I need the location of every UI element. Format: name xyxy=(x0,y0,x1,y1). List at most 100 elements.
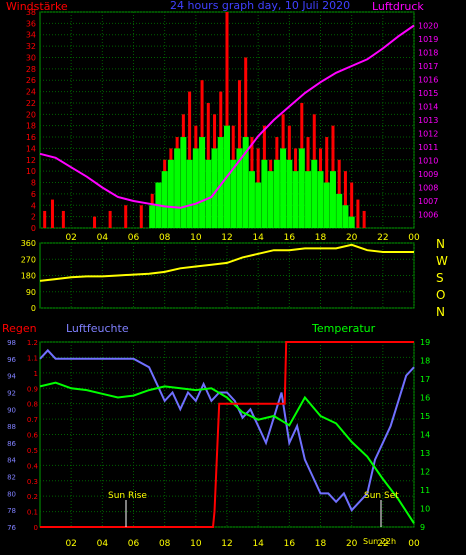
sunset-label: Sun Set xyxy=(364,491,399,501)
gust-bar xyxy=(93,216,97,228)
wind-y-tick: 2 xyxy=(31,213,36,222)
pressure-y-tick: 1012 xyxy=(418,130,438,139)
pressure-y-tick: 1010 xyxy=(418,157,438,166)
humidity-y-tick: 80 xyxy=(7,490,16,498)
x-tick-label: 04 xyxy=(97,233,109,243)
pressure-axis-label: Luftdruck xyxy=(372,0,424,13)
rain-y-tick: 0.4 xyxy=(27,462,39,470)
direction-y-tick: 360 xyxy=(21,239,36,248)
humidity-line xyxy=(39,348,415,512)
rain-y-tick: 0.7 xyxy=(27,416,38,424)
average-bar xyxy=(167,159,174,228)
wind-y-tick: 16 xyxy=(26,133,36,142)
pressure-y-ticks: 1006 1007 1008 1009 1010 1011 1012 1013 1014 1015… xyxy=(418,22,438,220)
x-tick-label: 20 xyxy=(346,539,358,549)
gust-bar xyxy=(61,210,65,228)
average-bar xyxy=(230,159,237,228)
average-bar xyxy=(261,159,268,228)
rain-y-tick: 0.1 xyxy=(27,509,38,517)
humidity-y-tick: 88 xyxy=(7,423,16,431)
humidity-y-tick: 76 xyxy=(7,524,16,532)
x-tick-label: 22 xyxy=(377,539,388,549)
average-bar xyxy=(242,137,249,228)
wind-y-tick: 24 xyxy=(26,88,36,97)
direction-grid xyxy=(40,242,415,309)
pressure-y-tick: 1018 xyxy=(418,49,438,58)
humidity-y-ticks: 76 78 80 82 84 86 88 90 92 94 96 98 xyxy=(7,339,16,532)
pressure-y-tick: 1017 xyxy=(418,62,438,71)
x-tick-label: 14 xyxy=(252,233,264,243)
rain-y-tick: 0.6 xyxy=(27,432,39,440)
pressure-y-tick: 1014 xyxy=(418,103,438,112)
rain-line xyxy=(40,341,414,528)
rain-humidity-temp-panel: Regen Luftfeuchte Temperatur 00.10.20.30… xyxy=(2,322,430,549)
wind-y-tick: 0 xyxy=(31,224,36,233)
direction-y-tick: 0 xyxy=(31,304,36,313)
average-bar xyxy=(236,148,243,228)
bottom-x-ticks: 02 04 06 08 10 12 14 16 18 20 22 00 xyxy=(65,539,420,549)
x-tick-label: 06 xyxy=(128,233,140,243)
wind-y-tick: 14 xyxy=(26,144,36,153)
gust-bar xyxy=(343,171,347,228)
direction-y-tick: 180 xyxy=(21,272,36,281)
rain-y-tick: 0.3 xyxy=(27,478,38,486)
x-tick-label: 12 xyxy=(221,539,232,549)
average-bar xyxy=(317,171,324,228)
humidity-y-tick: 86 xyxy=(7,440,16,448)
x-tick-label: 06 xyxy=(128,539,140,549)
pressure-y-tick: 1013 xyxy=(418,116,438,125)
average-bar xyxy=(286,159,293,228)
average-bar xyxy=(298,148,305,228)
wind-axis-label: Windstärke xyxy=(6,0,68,13)
wind-y-tick: 34 xyxy=(26,31,36,40)
pressure-y-tick: 1019 xyxy=(418,35,438,44)
average-bar xyxy=(292,171,299,228)
sun-22h-label: Sun 22h xyxy=(363,537,396,546)
gust-bar xyxy=(350,182,354,228)
wind-y-tick: 32 xyxy=(26,42,36,51)
average-bar xyxy=(305,171,312,228)
average-bar xyxy=(323,182,330,228)
pressure-y-tick: 1011 xyxy=(418,143,438,152)
gust-bar xyxy=(356,199,360,228)
compass-label: S xyxy=(436,271,444,285)
x-tick-label: 00 xyxy=(408,233,420,243)
rain-y-tick: 0.5 xyxy=(27,447,38,455)
x-tick-label: 02 xyxy=(65,539,76,549)
rain-y-tick: 1 xyxy=(34,370,38,378)
temperature-y-tick: 9 xyxy=(420,523,425,532)
x-tick-label: 08 xyxy=(159,539,171,549)
gust-bar xyxy=(139,205,143,228)
average-bar xyxy=(149,205,156,228)
humidity-axis-label: Luftfeuchte xyxy=(66,322,129,335)
average-bar xyxy=(248,171,255,228)
average-bar xyxy=(348,216,355,228)
pressure-y-tick: 1016 xyxy=(418,76,438,85)
pressure-y-tick: 1009 xyxy=(418,170,438,179)
direction-y-tick: 270 xyxy=(21,255,36,264)
compass-label: N xyxy=(436,305,445,319)
temperature-axis-label: Temperatur xyxy=(311,322,376,335)
compass-label: N xyxy=(436,237,445,251)
x-tick-label: 16 xyxy=(284,233,296,243)
humidity-y-tick: 94 xyxy=(7,373,16,381)
average-bar xyxy=(267,171,274,228)
temperature-y-tick: 11 xyxy=(420,486,430,495)
direction-y-ticks: 0 90 180 270 360 xyxy=(21,239,36,313)
rain-y-tick: 0.2 xyxy=(27,493,38,501)
wind-direction-line xyxy=(39,243,414,282)
x-tick-label: 18 xyxy=(315,539,327,549)
rain-y-ticks: 0 0.1 0.2 0.3 0.4 0.5 0.6 0.7 0.8 0.9 1 1.1 1.2 xyxy=(27,339,39,532)
average-bar xyxy=(342,205,349,228)
chart-title: 24 hours graph day, 10 Juli 2020 xyxy=(170,0,350,12)
pressure-y-tick: 1007 xyxy=(418,197,438,206)
average-bar xyxy=(280,148,287,228)
x-tick-label: 04 xyxy=(97,539,109,549)
humidity-y-tick: 96 xyxy=(7,356,16,364)
average-bar xyxy=(211,148,218,228)
pressure-y-tick: 1008 xyxy=(418,184,438,193)
x-tick-label: 02 xyxy=(65,233,76,243)
